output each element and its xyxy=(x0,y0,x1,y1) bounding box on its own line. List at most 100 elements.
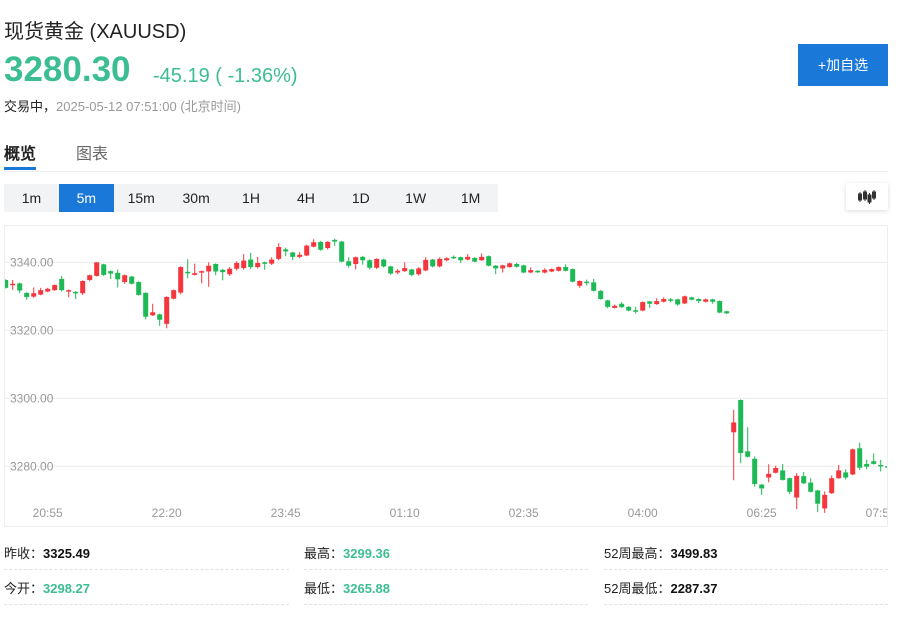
x-tick-label: 20:55 xyxy=(33,506,63,520)
candle-down xyxy=(871,461,877,464)
candle-up xyxy=(549,269,555,272)
stat-label: 最高： xyxy=(304,546,344,561)
candle-down xyxy=(647,301,653,304)
candle-down xyxy=(605,300,611,307)
x-tick-label: 23:45 xyxy=(271,506,301,520)
active-tab-indicator xyxy=(4,167,36,170)
candle-up xyxy=(150,312,156,316)
candle-down xyxy=(815,490,821,504)
candle-down xyxy=(451,256,457,259)
candle-up xyxy=(311,242,317,247)
period-1h[interactable]: 1H xyxy=(242,190,260,206)
candle-up xyxy=(304,245,310,256)
tab-chart[interactable]: 图表 xyxy=(76,146,109,163)
stat-label: 今开： xyxy=(4,581,44,596)
y-tick-label: 3340.00 xyxy=(10,255,54,269)
trading-status: 交易中，2025-05-12 07:51:00 (北京时间) xyxy=(4,96,241,115)
chart-canvas: 3340.00 3320.00 3300.00 3280.00 20:55 22:20 23… xyxy=(5,238,888,520)
candle-down xyxy=(185,271,191,274)
candle-up xyxy=(66,290,72,292)
candle-up xyxy=(199,271,205,273)
stat-label: 52周最低： xyxy=(604,581,671,596)
candle-down xyxy=(808,482,814,492)
candle-down xyxy=(535,270,541,273)
candlestick-chart[interactable]: 3340.00 3320.00 3300.00 3280.00 20:55 22:20 23… xyxy=(4,225,888,527)
candle-down xyxy=(514,264,520,267)
timestamp: 2025-05-12 07:51:00 (北京时间) xyxy=(56,99,241,114)
candle-up xyxy=(577,281,583,286)
candle-down xyxy=(73,291,79,294)
candle-up xyxy=(731,422,737,433)
candle-up xyxy=(829,478,835,494)
y-tick-label: 3300.00 xyxy=(10,391,54,405)
add-to-watchlist-button[interactable]: +加自选 xyxy=(798,44,888,86)
candle-down xyxy=(430,259,436,267)
candle-up xyxy=(94,262,100,276)
stat-divider xyxy=(604,569,888,570)
candle-up xyxy=(45,288,51,292)
candle-up xyxy=(640,302,646,311)
candle-up xyxy=(479,256,485,261)
candle-up xyxy=(52,285,58,291)
x-tick-label: 02:35 xyxy=(509,506,539,520)
candle-down xyxy=(367,260,373,268)
candle-down xyxy=(668,299,674,301)
candle-up xyxy=(654,301,660,305)
x-tick-label: 07:50 xyxy=(866,506,888,520)
stat-item: 52周最低：2287.37 xyxy=(604,578,717,597)
y-tick-label: 3320.00 xyxy=(10,323,54,337)
candle-up xyxy=(164,296,170,324)
candle-down xyxy=(598,290,604,300)
candle-up xyxy=(178,267,184,293)
candle-down xyxy=(696,299,702,302)
candle-down xyxy=(472,257,478,262)
candle-down xyxy=(24,292,30,297)
candle-down xyxy=(801,476,807,484)
period-1d[interactable]: 1D xyxy=(351,190,370,206)
candle-up xyxy=(437,258,443,267)
candle-down xyxy=(108,271,114,274)
candle-down xyxy=(738,400,744,454)
period-1m[interactable]: 1M xyxy=(460,190,481,206)
period-4h[interactable]: 4H xyxy=(296,190,315,206)
x-tick-label: 06:25 xyxy=(747,506,777,520)
candle-down xyxy=(220,269,226,273)
candlestick-icon xyxy=(858,189,876,204)
candle-down xyxy=(724,311,730,314)
candle-up xyxy=(528,270,534,273)
candle-up xyxy=(80,281,86,294)
candle-down xyxy=(381,259,387,267)
period-1w[interactable]: 1W xyxy=(405,190,427,206)
candle-down xyxy=(486,256,492,266)
chart-type-button[interactable] xyxy=(846,183,888,210)
candle-up xyxy=(500,265,506,269)
candle-up xyxy=(122,275,128,283)
candle-up xyxy=(192,273,198,275)
period-15m[interactable]: 15m xyxy=(127,190,155,206)
period-5m[interactable]: 5m xyxy=(58,184,114,212)
stat-value: 3299.36 xyxy=(343,546,391,561)
candle-down xyxy=(248,259,254,268)
candle-down xyxy=(563,267,569,271)
period-30m[interactable]: 30m xyxy=(182,190,210,206)
candle-up xyxy=(416,268,422,275)
candle-down xyxy=(584,281,590,284)
candle-up xyxy=(374,258,380,268)
stat-value: 3325.49 xyxy=(43,546,91,561)
candle-up xyxy=(682,296,688,304)
candle-up xyxy=(402,268,408,272)
candle-down xyxy=(17,283,23,291)
candle-up xyxy=(325,241,331,249)
candle-up xyxy=(773,468,779,473)
candle-up xyxy=(661,299,667,302)
candle-down xyxy=(710,299,716,302)
period-1m[interactable]: 1m xyxy=(21,190,42,206)
candle-up xyxy=(255,262,261,268)
stat-divider xyxy=(4,604,289,605)
candle-down xyxy=(5,279,9,288)
candle-down xyxy=(339,241,345,262)
candle-up xyxy=(395,270,401,273)
tab-overview[interactable]: 概览 xyxy=(4,146,37,163)
candle-up xyxy=(269,259,275,264)
candle-down xyxy=(689,297,695,300)
